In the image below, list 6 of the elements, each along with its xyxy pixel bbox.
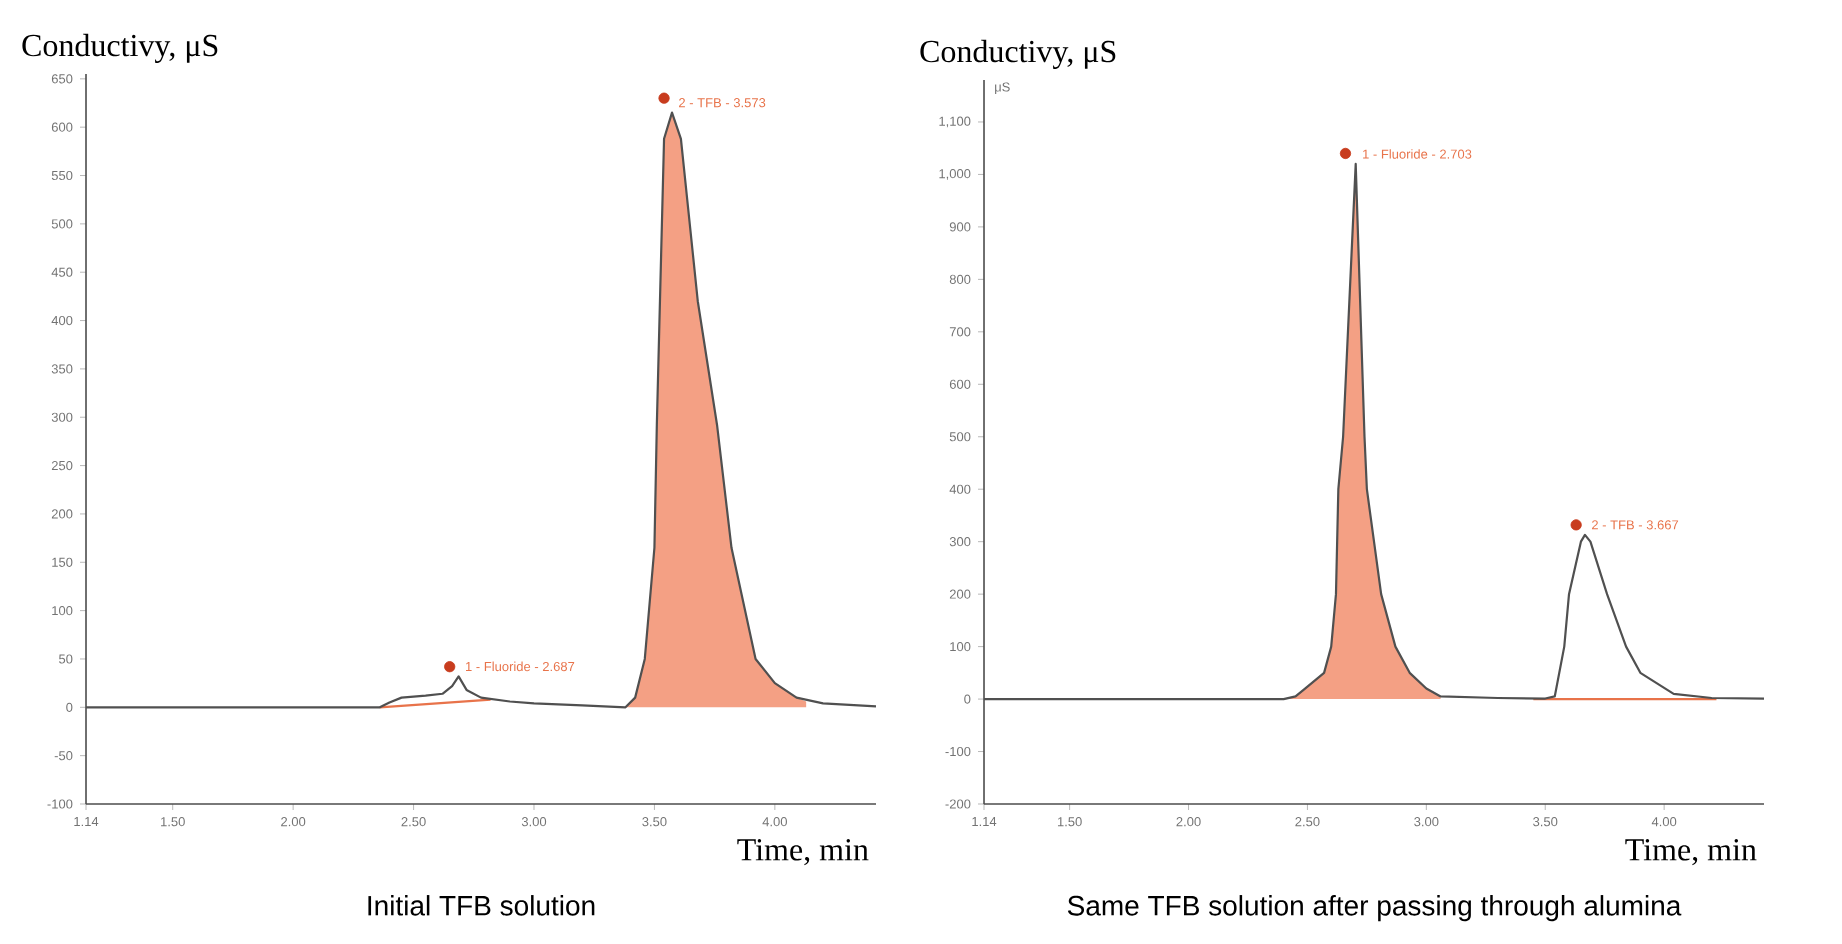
text: Initial TFB solution xyxy=(368,895,595,916)
x-axis-title: Time, min xyxy=(737,839,869,866)
x-axis-title: Time, min xyxy=(1625,839,1757,866)
y-axis-title: Conductivy, μS xyxy=(22,33,218,63)
y-axis-title: Conductivy, μS xyxy=(920,39,1116,69)
text: Same TFB solution after passing through alumina xyxy=(1067,895,1682,922)
